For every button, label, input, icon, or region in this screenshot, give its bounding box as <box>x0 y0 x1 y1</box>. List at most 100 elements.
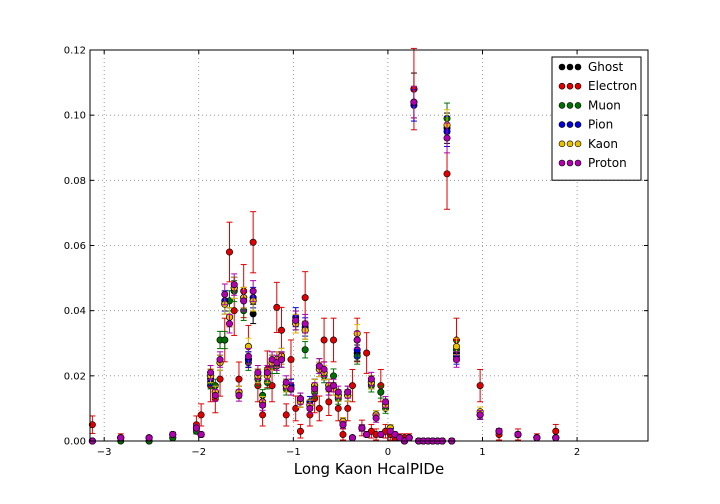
data-point <box>145 434 153 442</box>
data-point <box>320 365 328 373</box>
data-point <box>325 398 333 406</box>
y-tick-label: 0.00 <box>64 437 86 448</box>
legend-label: Kaon <box>588 137 618 151</box>
data-point <box>315 404 323 412</box>
legend-marker <box>566 159 574 167</box>
data-point <box>230 281 238 289</box>
data-point <box>443 134 451 142</box>
legend-marker <box>558 159 566 167</box>
legend-marker <box>558 102 566 109</box>
data-point <box>226 320 234 328</box>
legend-marker <box>566 140 574 148</box>
data-point <box>292 316 300 324</box>
data-point <box>282 411 290 419</box>
data-point <box>301 320 309 328</box>
legend: Ghost Electron Muon Pion Kaon Proton <box>551 56 642 181</box>
data-point <box>410 98 418 106</box>
data-point <box>249 287 257 295</box>
x-tick-label: 0 <box>385 447 391 458</box>
legend-marker <box>566 82 574 90</box>
data-point <box>268 382 276 390</box>
data-point <box>391 430 399 438</box>
series-proton <box>88 85 560 445</box>
data-point <box>405 434 413 442</box>
y-tick-label: 0.04 <box>64 306 86 317</box>
legend-marker <box>558 63 566 71</box>
data-point <box>235 391 243 399</box>
data-point <box>495 427 503 435</box>
legend-marker <box>566 121 574 128</box>
legend-marker <box>566 102 574 109</box>
data-point <box>344 404 352 412</box>
data-point <box>278 356 286 364</box>
data-point <box>325 385 333 393</box>
data-point <box>339 430 347 438</box>
data-point <box>169 430 177 438</box>
data-point <box>240 297 248 305</box>
data-point <box>334 404 342 412</box>
data-point <box>249 238 257 246</box>
data-point <box>372 414 380 422</box>
data-point <box>320 336 328 344</box>
data-point <box>367 427 375 435</box>
y-tick-label: 0.06 <box>64 241 86 252</box>
data-point <box>382 398 390 406</box>
data-point <box>211 391 219 399</box>
data-point <box>334 388 342 396</box>
legend-marker <box>558 140 566 148</box>
data-point <box>226 248 234 256</box>
data-point <box>330 336 338 344</box>
x-tick-label: 1 <box>479 447 485 458</box>
data-point <box>192 424 200 432</box>
data-point <box>263 369 271 377</box>
data-point <box>221 290 229 298</box>
data-point <box>249 310 257 318</box>
data-point <box>367 375 375 383</box>
x-tick-label: −1 <box>286 447 301 458</box>
y-tick-label: 0.02 <box>64 371 86 382</box>
data-point <box>452 343 460 351</box>
data-point <box>254 369 262 377</box>
legend-label: Electron <box>588 79 637 93</box>
data-point <box>301 346 309 354</box>
y-tick-label: 0.08 <box>64 176 86 187</box>
data-point <box>88 421 96 429</box>
x-tick-label: −3 <box>97 447 112 458</box>
data-point <box>348 434 356 442</box>
data-point <box>348 382 356 390</box>
data-point <box>552 434 560 442</box>
legend-label: Ghost <box>588 60 623 74</box>
y-tick-label: 0.10 <box>64 111 86 122</box>
legend-label: Muon <box>588 98 621 112</box>
y-tick-label: 0.12 <box>64 46 86 57</box>
data-point <box>296 427 304 435</box>
data-point <box>443 170 451 178</box>
legend-marker <box>574 63 582 71</box>
data-point <box>344 388 352 396</box>
data-point <box>358 424 366 432</box>
data-point <box>452 356 460 364</box>
data-point <box>197 411 205 419</box>
data-point <box>476 382 484 390</box>
legend-marker <box>574 140 582 148</box>
data-point <box>207 369 215 377</box>
data-point <box>287 356 295 364</box>
data-point <box>476 411 484 419</box>
data-point <box>315 362 323 370</box>
data-point <box>301 294 309 302</box>
data-point <box>311 385 319 393</box>
legend-label: Proton <box>588 156 627 170</box>
data-point <box>287 385 295 393</box>
data-point <box>235 375 243 383</box>
data-point <box>552 427 560 435</box>
data-point <box>514 430 522 438</box>
x-tick-label: 2 <box>574 447 580 458</box>
data-point <box>377 430 385 438</box>
data-point <box>259 411 267 419</box>
data-point <box>386 427 394 435</box>
data-point <box>363 349 371 357</box>
legend-label: Pion <box>588 118 613 132</box>
data-point <box>330 372 338 380</box>
axis-ticks: −3 −2 −1 0 1 2 0.00 0.02 0.04 0.06 0.08 0.10 0.12 <box>64 46 648 458</box>
